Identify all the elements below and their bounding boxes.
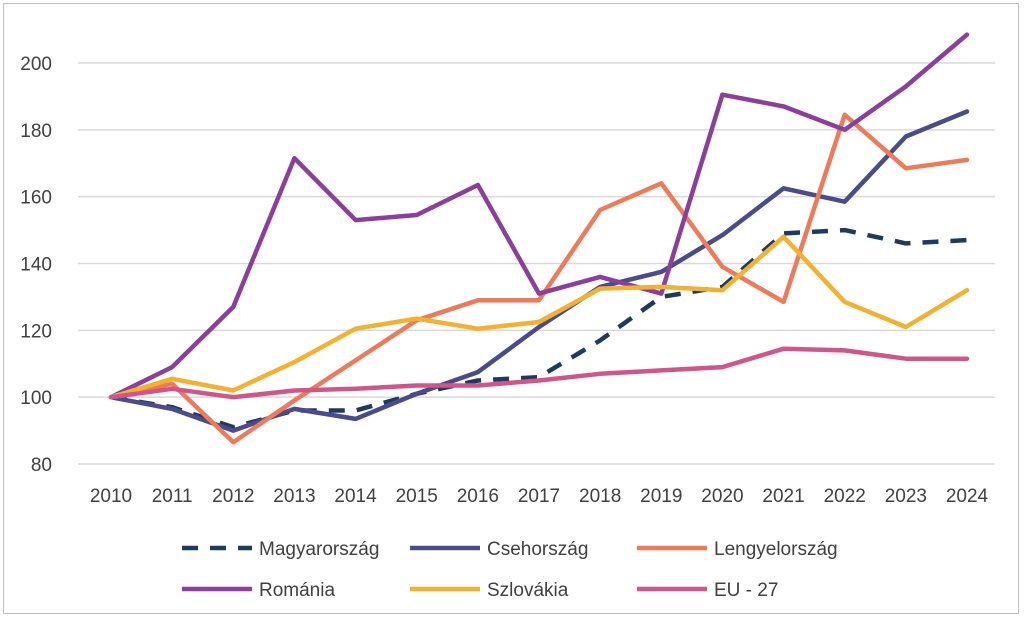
x-tick-label: 2021 — [762, 486, 804, 507]
legend-label: Csehország — [487, 539, 588, 560]
x-tick-label: 2012 — [212, 486, 254, 507]
legend-label: Magyarország — [259, 539, 379, 560]
series-line-1 — [108, 109, 970, 433]
legend-label: Szlovákia — [487, 580, 569, 601]
y-tick-label: 100 — [20, 388, 52, 409]
x-tick-label: 2018 — [579, 486, 621, 507]
x-tick-label: 2011 — [152, 486, 193, 507]
legend-label: Románia — [259, 580, 335, 601]
legend: Magyarország Csehország Lengyelország Román… — [182, 539, 838, 601]
series-line-3 — [108, 32, 970, 400]
series-line-5 — [108, 346, 970, 400]
y-tick-label: 140 — [20, 255, 52, 276]
x-tick-label: 2016 — [457, 486, 499, 507]
legend-label: Lengyelország — [714, 539, 838, 560]
chart-frame — [3, 3, 1019, 614]
x-tick-label: 2017 — [518, 486, 560, 507]
x-tick-label: 2019 — [640, 486, 682, 507]
x-tick-label: 2010 — [90, 486, 132, 507]
y-tick-label: 180 — [20, 121, 52, 142]
y-tick-label: 80 — [31, 455, 52, 476]
series-lines — [108, 32, 970, 445]
x-tick-label: 2022 — [824, 486, 866, 507]
y-tick-label: 120 — [20, 321, 52, 342]
x-tick-label: 2020 — [701, 486, 743, 507]
x-axis-ticks: 2010 2011 2012 2013 2014 2015 2016 2017 2018 2019… — [90, 486, 989, 507]
x-tick-label: 2013 — [273, 486, 315, 507]
y-axis-ticks: 80 100 120 140 160 180 200 — [20, 54, 52, 476]
y-tick-label: 200 — [20, 54, 52, 75]
x-tick-label: 2023 — [885, 486, 927, 507]
series-line-2 — [108, 112, 970, 445]
x-tick-label: 2015 — [396, 486, 438, 507]
x-tick-label: 2014 — [334, 486, 377, 507]
y-tick-label: 160 — [20, 188, 52, 209]
x-tick-label: 2024 — [946, 486, 989, 507]
series-line-4 — [108, 234, 970, 400]
legend-label: EU - 27 — [714, 580, 778, 601]
